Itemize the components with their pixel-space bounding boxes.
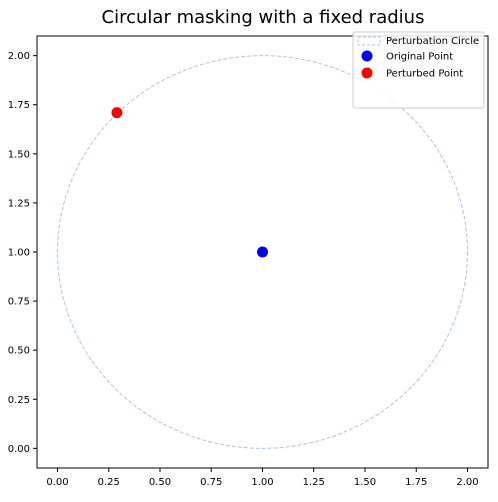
y-tick-label: 1.25	[8, 198, 30, 209]
y-tick-label: 1.75	[8, 100, 30, 111]
legend-marker-perturbed	[361, 67, 373, 79]
legend-marker-original	[361, 50, 373, 62]
y-tick-label: 1.50	[8, 149, 30, 160]
x-tick-label: 0.50	[149, 477, 171, 488]
y-tick-label: 0.75	[8, 297, 30, 308]
x-tick-label: 0.25	[98, 477, 120, 488]
legend: Perturbation Circle Original Point Perturb…	[352, 31, 485, 109]
chart-title: Circular masking with a fixed radius	[102, 7, 425, 28]
x-tick-label: 1.50	[354, 477, 376, 488]
perturbed-point	[111, 107, 123, 119]
y-tick-label: 0.50	[8, 346, 30, 357]
legend-circle-swatch	[357, 36, 381, 46]
legend-label-original: Original Point	[386, 52, 453, 63]
y-axis: 0.00 0.25 0.50 0.75 1.00 1.25 1.50 1.75 2.00	[8, 51, 37, 455]
legend-label-perturbed: Perturbed Point	[386, 69, 463, 80]
legend-label-circle: Perturbation Circle	[386, 36, 479, 47]
y-tick-label: 2.00	[8, 51, 30, 62]
x-tick-label: 1.75	[405, 477, 427, 488]
x-tick-label: 0.00	[46, 477, 68, 488]
x-tick-label: 1.25	[303, 477, 325, 488]
legend-box	[352, 31, 485, 109]
perturbation-circle	[57, 55, 468, 449]
original-point	[257, 246, 268, 258]
y-tick-label: 0.00	[8, 444, 30, 455]
y-tick-label: 1.00	[8, 248, 30, 259]
x-tick-label: 2.00	[456, 477, 478, 488]
x-tick-label: 1.00	[251, 477, 273, 488]
x-axis: 0.00 0.25 0.50 0.75 1.00 1.25 1.50 1.75 2.00	[46, 468, 479, 488]
x-tick-label: 0.75	[200, 477, 222, 488]
y-tick-label: 0.25	[8, 395, 30, 406]
